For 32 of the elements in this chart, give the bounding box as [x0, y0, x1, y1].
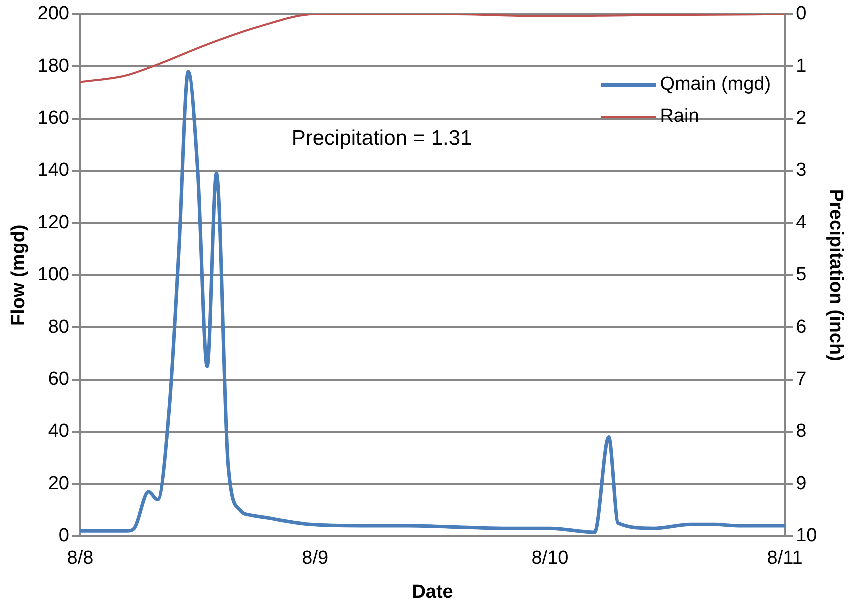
y-tick-label: 20	[48, 473, 70, 494]
annotation: Precipitation = 1.31	[292, 127, 472, 152]
x-tick-label: 8/8	[67, 548, 94, 570]
x-tick-label: 8/11	[767, 548, 803, 570]
y2-tick-label: 6	[796, 316, 807, 338]
legend-label: Qmain (mgd)	[660, 74, 772, 96]
y2-tick-label: 10	[796, 526, 818, 547]
y-tick-label: 200	[38, 4, 70, 25]
y-tick-label: 60	[48, 369, 70, 390]
legend-label: Rain	[660, 106, 700, 128]
y-tick-label: 140	[38, 160, 70, 182]
y-tick-label: 100	[38, 264, 70, 286]
y-axis-title: Flow (mgd)	[8, 224, 30, 326]
y-tick-label: 120	[38, 212, 70, 234]
y2-tick-label: 8	[796, 421, 807, 442]
y2-tick-label: 2	[796, 108, 807, 130]
y-tick-label: 180	[38, 56, 70, 77]
y2-tick-label: 9	[796, 473, 807, 494]
y2-tick-label: 7	[796, 369, 807, 390]
x-tick-label: 8/10	[532, 548, 569, 570]
y-tick-label: 0	[58, 526, 70, 547]
y2-tick-label: 0	[796, 4, 807, 25]
y2-tick-label: 5	[796, 264, 807, 286]
y2-tick-label: 4	[796, 212, 808, 234]
x-tick-label: 8/9	[302, 548, 329, 570]
x-axis-title: Date	[412, 582, 454, 603]
y-tick-label: 40	[48, 421, 70, 442]
y2-tick-label: 1	[796, 56, 807, 77]
y-tick-label: 80	[48, 316, 70, 338]
y2-tick-label: 3	[796, 160, 807, 182]
y2-axis-title: Precipitation (inch)	[825, 189, 846, 362]
y-tick-label: 160	[38, 108, 70, 130]
